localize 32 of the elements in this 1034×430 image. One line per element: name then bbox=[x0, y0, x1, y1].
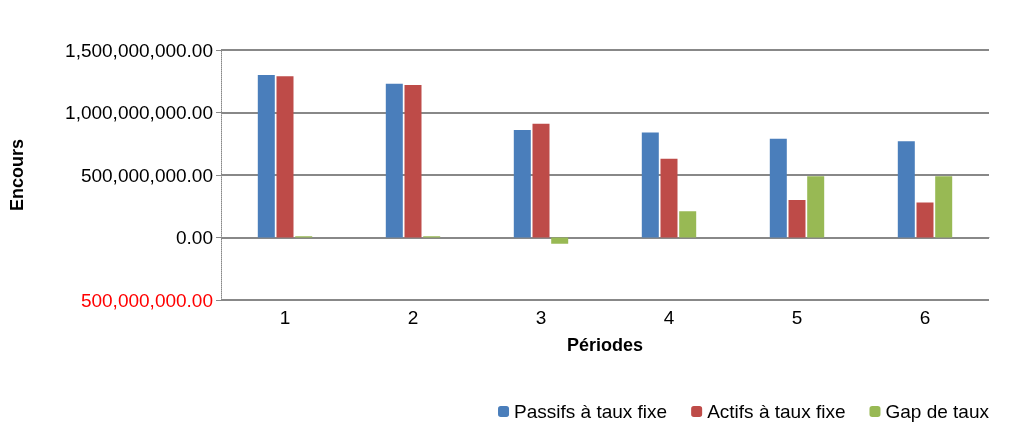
bar bbox=[788, 200, 806, 238]
x-tick-label: 6 bbox=[919, 307, 931, 328]
bar bbox=[513, 130, 531, 238]
bar bbox=[679, 211, 697, 238]
x-tick-label: 2 bbox=[407, 307, 419, 328]
bar bbox=[257, 75, 275, 238]
bar bbox=[551, 237, 569, 244]
legend-label: Passifs à taux fixe bbox=[514, 401, 668, 422]
x-tick-label: 4 bbox=[663, 307, 675, 328]
bar bbox=[769, 138, 787, 238]
bar bbox=[385, 83, 403, 238]
y-tick-label: 1,000,000,000.00 bbox=[65, 102, 213, 123]
bar bbox=[807, 176, 825, 238]
bar bbox=[660, 158, 678, 238]
legend-label: Gap de taux bbox=[885, 401, 990, 422]
bar bbox=[641, 132, 659, 238]
bar bbox=[276, 76, 294, 238]
x-tick-label: 1 bbox=[279, 307, 291, 328]
bar bbox=[897, 141, 915, 238]
y-tick-label: 500,000,000.00 bbox=[80, 289, 213, 311]
y-tick-label: 1,500,000,000.00 bbox=[65, 39, 213, 61]
x-tick-label: 3 bbox=[535, 307, 547, 328]
bar bbox=[532, 123, 550, 238]
bar bbox=[916, 202, 934, 238]
legend-label: Actifs à taux fixe bbox=[707, 401, 846, 422]
bar bbox=[404, 85, 422, 238]
x-axis-title: Périodes bbox=[566, 335, 644, 355]
x-tick-label: 5 bbox=[791, 307, 803, 328]
y-tick-label: 0.00 bbox=[176, 227, 213, 248]
y-axis-title: Encours bbox=[7, 138, 27, 212]
bar bbox=[935, 176, 953, 238]
y-tick-label: 500,000,000.00 bbox=[80, 164, 213, 186]
